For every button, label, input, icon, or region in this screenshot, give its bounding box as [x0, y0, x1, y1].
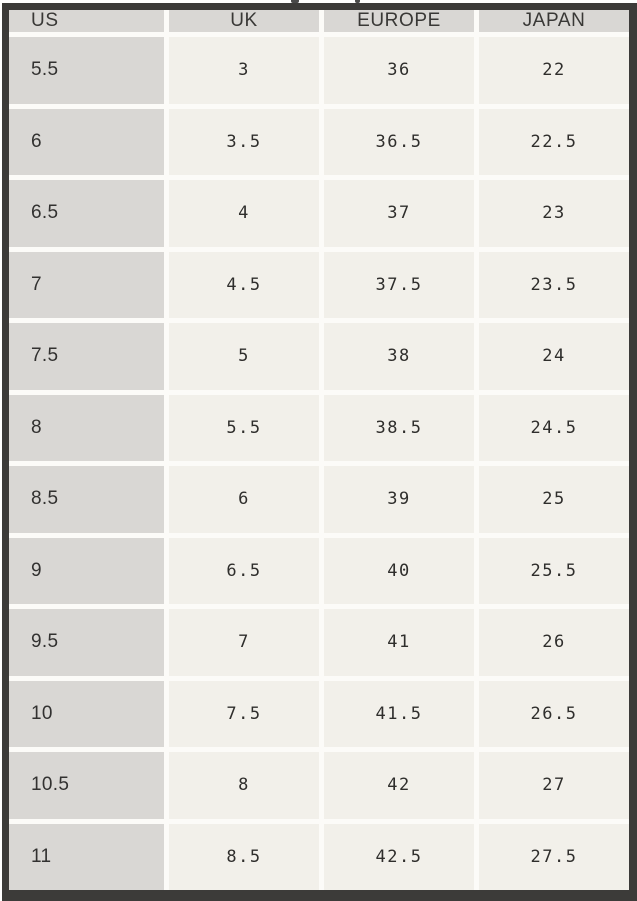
- cell-uk: 4.5: [164, 246, 319, 318]
- cell-us: 6: [9, 103, 164, 175]
- cell-europe: 36: [319, 32, 474, 104]
- cell-uk: 4: [164, 175, 319, 247]
- cell-japan: 24: [474, 318, 629, 390]
- cell-uk: 3: [164, 32, 319, 104]
- cell-japan: 22.5: [474, 103, 629, 175]
- cell-japan: 24.5: [474, 389, 629, 461]
- clipped-heading-descender: [355, 0, 360, 3]
- cell-us: 8.5: [9, 461, 164, 533]
- header-cell-us: US: [9, 10, 164, 32]
- header-cell-japan: JAPAN: [474, 10, 629, 32]
- cell-us: 8: [9, 389, 164, 461]
- cell-uk: 6: [164, 461, 319, 533]
- cell-uk: 6.5: [164, 532, 319, 604]
- cell-us: 7.5: [9, 318, 164, 390]
- cell-japan: 25.5: [474, 532, 629, 604]
- table-row: 6.5 4 37 23: [9, 175, 629, 247]
- cell-europe: 38.5: [319, 389, 474, 461]
- cell-japan: 26: [474, 604, 629, 676]
- table-row: 8 5.5 38.5 24.5: [9, 389, 629, 461]
- cell-us: 7: [9, 246, 164, 318]
- table-row: 9 6.5 40 25.5: [9, 532, 629, 604]
- cell-japan: 27: [474, 747, 629, 819]
- cell-europe: 37: [319, 175, 474, 247]
- cell-europe: 40: [319, 532, 474, 604]
- table-row: 7 4.5 37.5 23.5: [9, 246, 629, 318]
- cell-europe: 42: [319, 747, 474, 819]
- cell-uk: 7: [164, 604, 319, 676]
- clipped-heading-descender: [291, 0, 299, 3]
- table-row: 11 8.5 42.5 27.5: [9, 818, 629, 890]
- cell-europe: 41.5: [319, 675, 474, 747]
- cell-uk: 8: [164, 747, 319, 819]
- table-row: 9.5 7 41 26: [9, 604, 629, 676]
- cell-europe: 36.5: [319, 103, 474, 175]
- cell-us: 6.5: [9, 175, 164, 247]
- cell-japan: 23.5: [474, 246, 629, 318]
- cell-europe: 42.5: [319, 818, 474, 890]
- cell-uk: 5: [164, 318, 319, 390]
- table-row: 10 7.5 41.5 26.5: [9, 675, 629, 747]
- cell-uk: 7.5: [164, 675, 319, 747]
- cell-europe: 41: [319, 604, 474, 676]
- cell-uk: 5.5: [164, 389, 319, 461]
- cell-japan: 23: [474, 175, 629, 247]
- table-row: 6 3.5 36.5 22.5: [9, 103, 629, 175]
- cell-europe: 39: [319, 461, 474, 533]
- cell-us: 10.5: [9, 747, 164, 819]
- size-conversion-table-frame: US UK EUROPE JAPAN 5.5 3 36 22 6 3.5 36.…: [2, 3, 637, 901]
- cell-japan: 25: [474, 461, 629, 533]
- header-cell-europe: EUROPE: [319, 10, 474, 32]
- header-cell-uk: UK: [164, 10, 319, 32]
- header-row: US UK EUROPE JAPAN: [9, 10, 629, 32]
- table-row: 5.5 3 36 22: [9, 32, 629, 104]
- table-row: 8.5 6 39 25: [9, 461, 629, 533]
- cell-japan: 26.5: [474, 675, 629, 747]
- cell-us: 9.5: [9, 604, 164, 676]
- cell-us: 10: [9, 675, 164, 747]
- cell-japan: 22: [474, 32, 629, 104]
- cell-uk: 8.5: [164, 818, 319, 890]
- cell-japan: 27.5: [474, 818, 629, 890]
- cell-europe: 37.5: [319, 246, 474, 318]
- cell-us: 11: [9, 818, 164, 890]
- cell-us: 9: [9, 532, 164, 604]
- cell-uk: 3.5: [164, 103, 319, 175]
- table-body: 5.5 3 36 22 6 3.5 36.5 22.5 6.5 4 37 23: [9, 32, 629, 890]
- size-conversion-table: US UK EUROPE JAPAN 5.5 3 36 22 6 3.5 36.…: [9, 10, 629, 890]
- cell-us: 5.5: [9, 32, 164, 104]
- table-row: 7.5 5 38 24: [9, 318, 629, 390]
- cell-europe: 38: [319, 318, 474, 390]
- table-row: 10.5 8 42 27: [9, 747, 629, 819]
- table-header: US UK EUROPE JAPAN: [9, 10, 629, 32]
